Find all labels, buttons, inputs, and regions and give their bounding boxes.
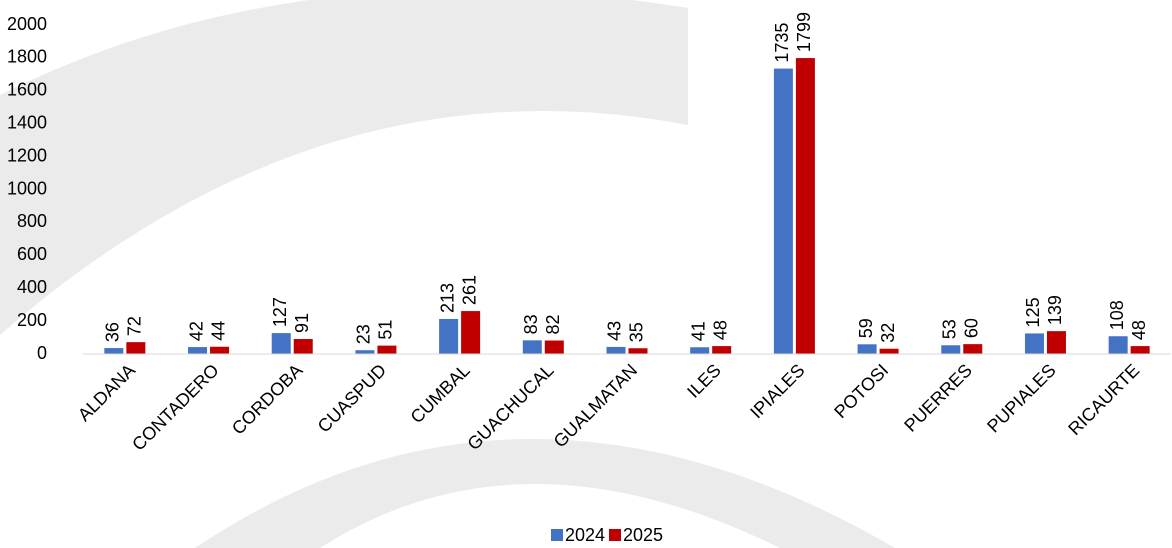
- bar: [461, 311, 481, 354]
- x-tick-label: RICAURTE: [1064, 360, 1143, 439]
- x-tick-label: CUASPUD: [314, 360, 390, 436]
- x-tick-label: GUALMATAN: [550, 360, 641, 451]
- value-label: 213: [437, 283, 457, 313]
- bar: [104, 348, 124, 354]
- x-tick-label: CONTADERO: [128, 360, 223, 455]
- y-tick-label: 1000: [7, 178, 47, 198]
- legend-swatch: [609, 529, 621, 541]
- value-label: 83: [521, 314, 541, 334]
- bar: [544, 340, 564, 354]
- value-label: 108: [1107, 300, 1127, 330]
- value-label: 60: [962, 318, 982, 338]
- value-label: 32: [878, 323, 898, 343]
- legend-swatch: [551, 529, 563, 541]
- value-label: 1735: [772, 23, 792, 63]
- x-tick-label: ILES: [683, 360, 725, 402]
- y-tick-label: 1400: [7, 112, 47, 132]
- value-label: 261: [459, 275, 479, 305]
- bar: [439, 318, 459, 354]
- bar: [1108, 336, 1128, 354]
- bar: [126, 342, 146, 354]
- value-label: 42: [186, 321, 206, 341]
- value-label: 139: [1045, 295, 1065, 325]
- value-label: 35: [627, 322, 647, 342]
- legend-label: 2025: [623, 525, 663, 545]
- value-label: 36: [103, 322, 123, 342]
- value-label: 127: [270, 297, 290, 327]
- bar: [773, 68, 793, 354]
- value-label: 48: [710, 320, 730, 340]
- bar: [355, 350, 375, 354]
- value-label: 51: [376, 320, 396, 340]
- bar: [941, 345, 961, 354]
- y-tick-label: 600: [17, 244, 47, 264]
- bar: [879, 348, 899, 354]
- bar: [690, 347, 710, 354]
- bar: [1046, 331, 1066, 354]
- value-label: 44: [208, 321, 228, 341]
- value-label: 48: [1129, 320, 1149, 340]
- bar: [606, 346, 626, 354]
- bar: [795, 58, 815, 354]
- x-tick-label: CUMBAL: [407, 360, 474, 427]
- bar: [963, 344, 983, 354]
- y-tick-label: 0: [37, 343, 47, 363]
- y-tick-label: 1800: [7, 47, 47, 67]
- value-label: 72: [125, 316, 145, 336]
- bar: [857, 344, 877, 354]
- y-tick-label: 2000: [7, 14, 47, 34]
- bar: [293, 339, 313, 354]
- bar: [628, 348, 648, 354]
- bar: [271, 333, 291, 354]
- y-tick-label: 1600: [7, 80, 47, 100]
- y-tick-label: 400: [17, 277, 47, 297]
- bar: [712, 346, 732, 354]
- x-tick-label: ALDANA: [74, 360, 139, 425]
- bar: [1024, 333, 1044, 354]
- bar: [522, 340, 542, 354]
- x-tick-label: IPIALES: [746, 360, 808, 422]
- value-label: 1799: [794, 12, 814, 52]
- bar: [1130, 346, 1150, 354]
- background-shape: [195, 439, 895, 548]
- y-tick-label: 200: [17, 310, 47, 330]
- bar: [188, 347, 208, 354]
- x-tick-label: PUPIALES: [983, 360, 1059, 436]
- bar: [377, 345, 397, 354]
- x-tick-label: CORDOBA: [228, 360, 306, 438]
- y-tick-label: 800: [17, 211, 47, 231]
- value-label: 125: [1023, 297, 1043, 327]
- value-label: 59: [856, 318, 876, 338]
- bar: [210, 346, 230, 354]
- x-tick-label: POTOSI: [830, 360, 892, 422]
- value-label: 23: [354, 324, 374, 344]
- value-label: 82: [543, 314, 563, 334]
- background-shape: [0, 0, 688, 335]
- value-label: 53: [940, 319, 960, 339]
- legend-label: 2024: [565, 525, 605, 545]
- value-label: 91: [292, 313, 312, 333]
- x-tick-label: PUERRES: [900, 360, 976, 436]
- value-label: 43: [605, 321, 625, 341]
- value-label: 41: [688, 321, 708, 341]
- y-tick-label: 1200: [7, 145, 47, 165]
